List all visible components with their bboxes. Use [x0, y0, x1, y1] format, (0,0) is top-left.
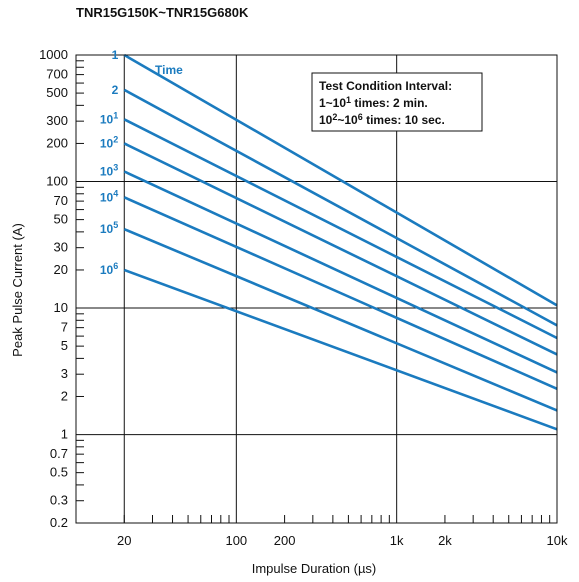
- y-tick-label: 200: [46, 135, 68, 150]
- x-tick-label: 20: [117, 533, 131, 548]
- x-tick-labels: 20 100 200 1k 2k 10k: [117, 533, 568, 548]
- series-label: 103: [100, 163, 118, 179]
- annotation-box: [311, 72, 483, 132]
- minor-ticks: [76, 60, 551, 524]
- x-tick-label: 10k: [547, 533, 568, 548]
- x-axis-label: Impulse Duration (µs): [252, 561, 377, 576]
- series-label: 106: [100, 261, 118, 277]
- y-tick-label: 20: [54, 262, 68, 277]
- series-line: [123, 170, 558, 374]
- series-line: [123, 142, 558, 356]
- y-tick-label: 10: [54, 300, 68, 315]
- y-tick-label: 7: [61, 320, 68, 335]
- y-tick-label: 3: [61, 366, 68, 381]
- y-tick-label: 100: [46, 174, 68, 189]
- series-labels: 1 2 101 102 103 104 105 106: [100, 48, 119, 277]
- annotation-line: 1~101 times: 2 min.: [319, 95, 428, 110]
- y-tick-label: 1000: [39, 47, 68, 62]
- series-line: [123, 118, 558, 340]
- series-label: 1: [112, 48, 119, 62]
- y-tick-label: 5: [61, 338, 68, 353]
- y-tick-label: 700: [46, 67, 68, 82]
- y-tick-labels: 1000 700 500 300 200 100 70 50 30 20 10 7 5 3 2 1 0.7 0.5…: [39, 47, 68, 530]
- series-line: [123, 88, 558, 327]
- y-tick-label: 70: [54, 193, 68, 208]
- series-header-time: Time: [155, 63, 183, 77]
- y-tick-label: 2: [61, 388, 68, 403]
- plot-frame: [75, 54, 558, 524]
- y-tick-label: 0.7: [50, 446, 68, 461]
- series-line: [123, 53, 558, 307]
- y-tick-label: 0.2: [50, 515, 68, 530]
- series-label: 2: [112, 83, 119, 97]
- series-line: [123, 227, 558, 412]
- series-line: [123, 268, 558, 431]
- series-label: 104: [100, 188, 118, 204]
- series-label: 102: [100, 134, 118, 150]
- x-tick-label: 100: [225, 533, 247, 548]
- x-tick-label: 2k: [438, 533, 452, 548]
- x-tick-label: 1k: [390, 533, 404, 548]
- chart-title: TNR15G150K~TNR15G680K: [76, 5, 249, 20]
- y-tick-label: 0.5: [50, 465, 68, 480]
- test-condition-box: Test Condition Interval: 1~101 times: 2 m…: [311, 72, 483, 132]
- grid: [76, 55, 557, 523]
- series-label: 105: [100, 220, 118, 236]
- y-tick-label: 300: [46, 113, 68, 128]
- y-tick-label: 500: [46, 85, 68, 100]
- annotation-line: 102~106 times: 10 sec.: [319, 112, 445, 127]
- y-tick-label: 0.3: [50, 493, 68, 508]
- y-tick-label: 1: [61, 427, 68, 442]
- series-line: [123, 196, 558, 390]
- series-lines: [123, 53, 558, 431]
- y-axis-label: Peak Pulse Current (A): [10, 223, 25, 357]
- annotation-line: Test Condition Interval:: [319, 79, 452, 93]
- y-tick-label: 30: [54, 240, 68, 255]
- series-label: 101: [100, 110, 118, 126]
- y-tick-label: 50: [54, 212, 68, 227]
- x-tick-label: 200: [274, 533, 296, 548]
